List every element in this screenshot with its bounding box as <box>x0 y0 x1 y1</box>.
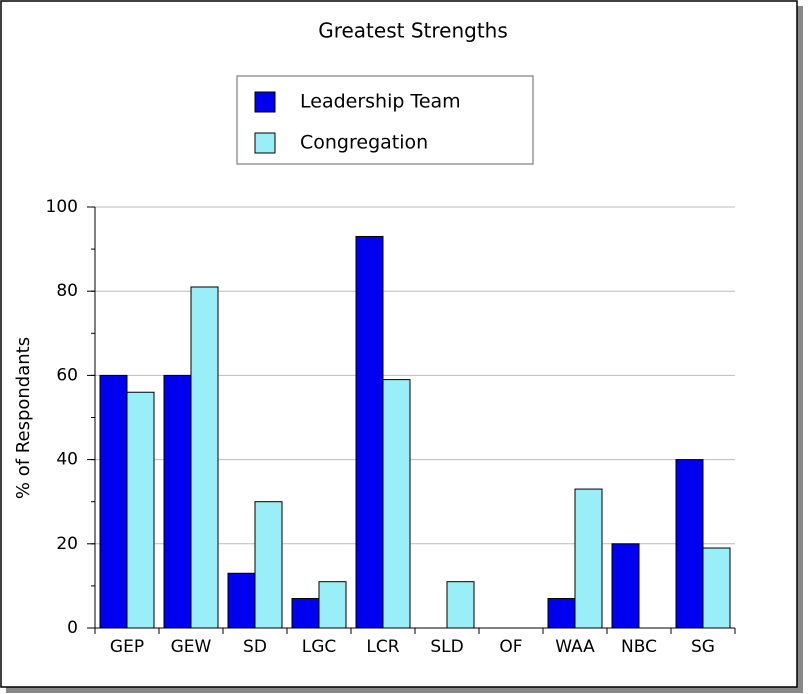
bar <box>702 547 731 629</box>
bar <box>574 488 603 629</box>
bar <box>611 543 640 629</box>
bar <box>227 572 256 629</box>
bar <box>291 598 320 629</box>
x-tick-label: NBC <box>621 637 657 657</box>
bar <box>254 501 283 629</box>
x-tick-label: LCR <box>366 637 399 657</box>
bar <box>547 598 576 629</box>
bar <box>126 391 155 629</box>
x-tick-label: LGC <box>302 637 337 657</box>
bar <box>382 379 411 629</box>
y-tick-label: 20 <box>56 534 78 554</box>
y-tick-label: 80 <box>56 281 78 301</box>
y-tick-label: 0 <box>67 618 78 638</box>
x-tick-label: WAA <box>555 637 595 657</box>
x-tick-label: GEW <box>171 637 212 657</box>
bar <box>446 581 475 629</box>
x-tick-label: OF <box>499 637 522 657</box>
legend-swatch <box>254 91 276 113</box>
y-axis-label: % of Respondants <box>13 337 34 499</box>
bar <box>318 581 347 629</box>
legend-label: Leadership Team <box>300 91 461 113</box>
bar <box>99 374 128 629</box>
x-tick-label: SG <box>691 637 715 657</box>
bar <box>355 235 384 629</box>
bar <box>163 374 192 629</box>
bar <box>675 459 704 629</box>
y-tick-label: 40 <box>56 450 78 470</box>
legend <box>236 75 534 165</box>
legend-label: Congregation <box>300 132 428 154</box>
y-tick-label: 100 <box>46 197 78 217</box>
x-tick-label: SD <box>243 637 267 657</box>
legend-swatch <box>254 132 276 154</box>
y-tick-label: 60 <box>56 365 78 385</box>
bar <box>190 286 219 629</box>
x-tick-label: GEP <box>110 637 144 657</box>
chart-title: Greatest Strengths <box>318 19 508 43</box>
x-tick-label: SLD <box>430 637 463 657</box>
